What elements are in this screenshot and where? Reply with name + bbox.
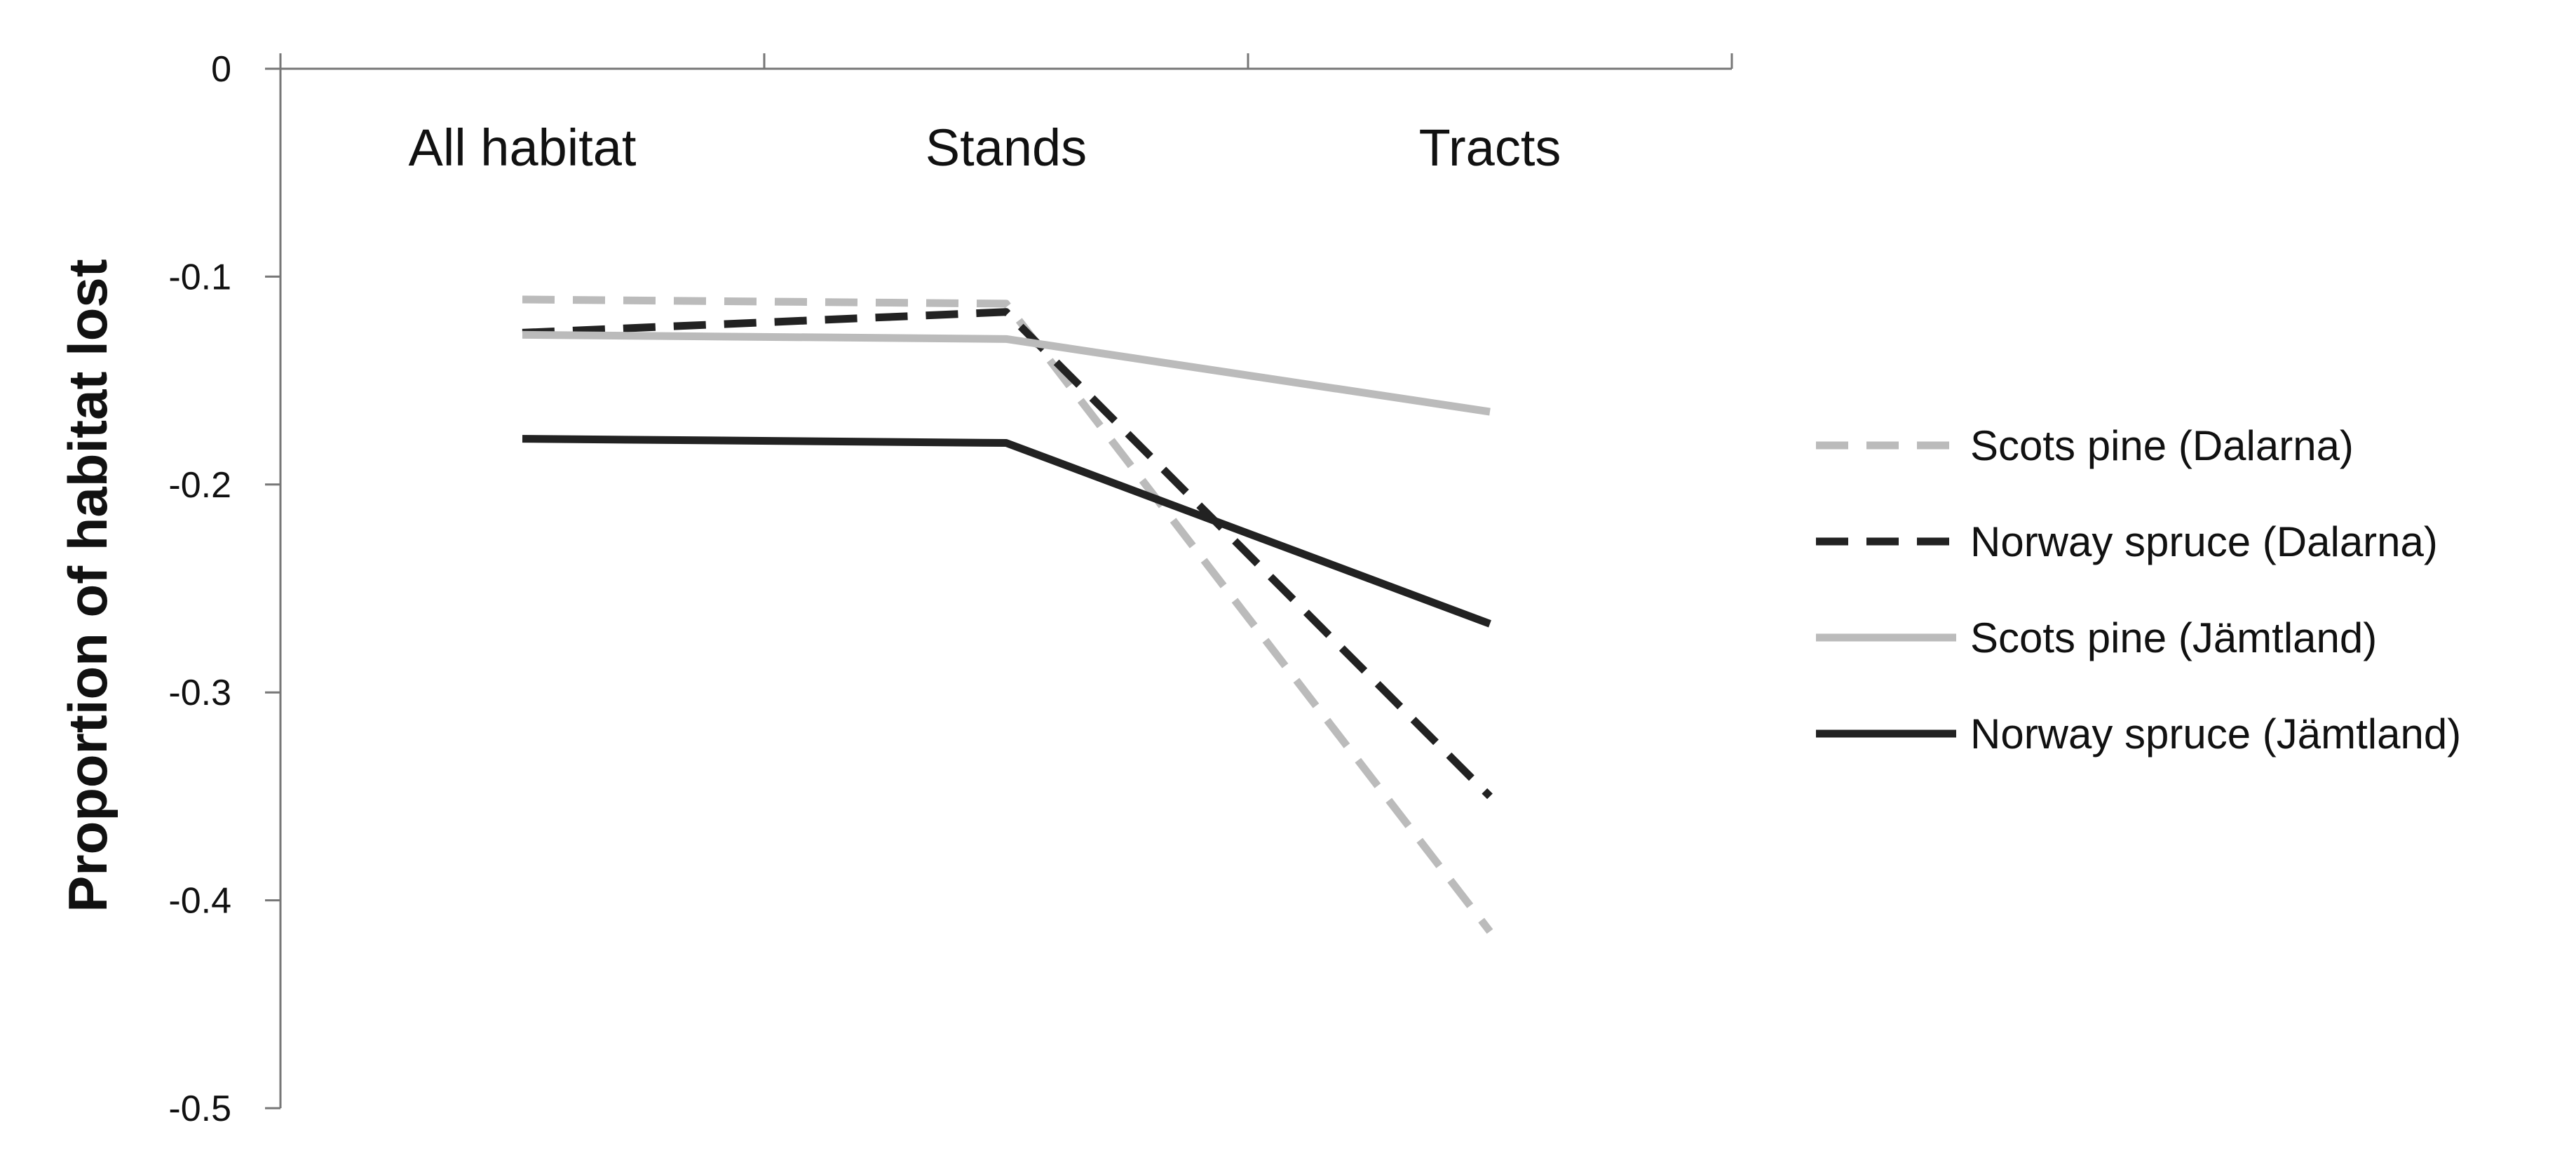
series-line-3 <box>522 330 1491 416</box>
x-category-label: Tracts <box>1419 119 1561 177</box>
legend-label-3: Scots pine (Jämtland) <box>1970 614 2377 661</box>
legend-label-2: Norway spruce (Dalarna) <box>1970 518 2438 565</box>
series-lines <box>522 295 1493 934</box>
legend-label-1: Scots pine (Dalarna) <box>1970 422 2354 469</box>
y-tick-label: -0.3 <box>168 673 231 713</box>
x-category-label: All habitat <box>409 119 637 177</box>
series-line-1 <box>522 295 1493 934</box>
series-line-2 <box>522 308 1493 800</box>
x-category-label: Stands <box>926 119 1087 177</box>
y-tick-label: 0 <box>211 49 231 90</box>
axes: 0 -0.1 -0.2 -0.3 -0.4 -0.5 All habitat Stands Tr… <box>168 49 1733 1129</box>
y-tick-label: -0.4 <box>168 881 231 922</box>
y-tick-label: -0.5 <box>168 1089 231 1129</box>
series-line-4 <box>522 435 1491 628</box>
y-tick-label: -0.2 <box>168 465 231 506</box>
y-axis-label: Proportion of habitat lost <box>57 259 118 913</box>
y-tick-label: -0.1 <box>168 257 231 297</box>
legend: Scots pine (Dalarna) Norway spruce (Dalar… <box>1816 422 2461 757</box>
legend-label-4: Norway spruce (Jämtland) <box>1970 711 2461 757</box>
